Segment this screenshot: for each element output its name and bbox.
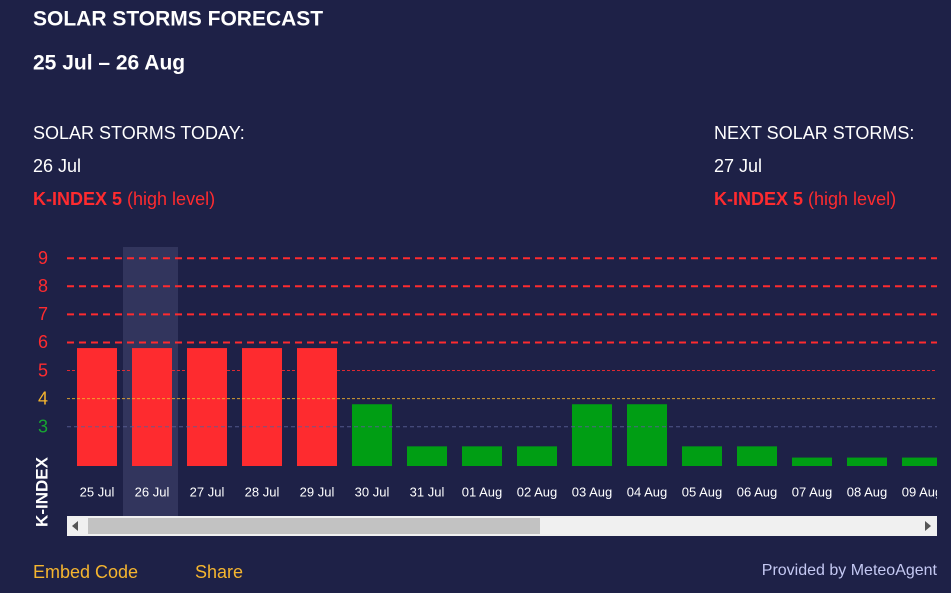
today-heading: SOLAR STORMS TODAY:: [33, 123, 245, 143]
bar: [792, 457, 832, 466]
plot: 25 Jul 26 Jul 27 Jul 28 Jul 29 Jul 30 Jul 31 J…: [77, 348, 943, 499]
next-heading: NEXT SOLAR STORMS:: [714, 123, 914, 143]
bar: [627, 404, 667, 466]
title: SOLAR STORMS FORECAST: [33, 8, 323, 31]
bar: [572, 404, 612, 466]
bar: [737, 446, 777, 466]
x-tick-label: 27 Jul: [190, 484, 225, 499]
bar: [297, 348, 337, 466]
next-date: 27 Jul: [714, 156, 762, 176]
bar: [902, 457, 937, 466]
next-index-value: K-INDEX 5: [714, 189, 803, 209]
scroll-thumb[interactable]: [88, 518, 540, 534]
x-tick-label: 26 Jul: [135, 484, 170, 499]
x-tick-label: 02 Aug: [517, 484, 558, 499]
x-tick-label: 25 Jul: [80, 484, 115, 499]
bar: [187, 348, 227, 466]
x-tick-label: 05 Aug: [682, 484, 723, 499]
x-tick-label: 01 Aug: [462, 484, 503, 499]
today-index: K-INDEX 5 (high level): [33, 189, 215, 209]
x-tick-label: 30 Jul: [355, 484, 390, 499]
x-tick-label: 28 Jul: [245, 484, 280, 499]
x-tick-label: 06 Aug: [737, 484, 778, 499]
share-link[interactable]: Share: [195, 562, 243, 582]
bar: [847, 457, 887, 466]
scroll-left[interactable]: [72, 521, 78, 531]
bar: [77, 348, 117, 466]
next-level: (high level): [808, 189, 896, 209]
today-index-value: K-INDEX 5: [33, 189, 122, 209]
x-tick-label: 31 Jul: [410, 484, 445, 499]
y-tick-label: 9: [38, 248, 48, 268]
bar: [352, 404, 392, 466]
today-date: 26 Jul: [33, 156, 81, 176]
x-tick-label: 08 Aug: [847, 484, 888, 499]
y-axis-label: K-INDEX: [32, 456, 51, 527]
y-tick-label: 7: [38, 304, 48, 324]
x-tick-label: 04 Aug: [627, 484, 668, 499]
bar: [132, 348, 172, 466]
bar: [407, 446, 447, 466]
next-index: K-INDEX 5 (high level): [714, 189, 896, 209]
bar: [462, 446, 502, 466]
bar: [682, 446, 722, 466]
y-tick-label: 3: [38, 416, 48, 436]
today-level: (high level): [127, 189, 215, 209]
bar: [242, 348, 282, 466]
y-tick-label: 6: [38, 332, 48, 352]
y-tick-label: 5: [38, 360, 48, 380]
x-tick-label: 07 Aug: [792, 484, 833, 499]
x-tick-label: 09 Aug: [902, 484, 943, 499]
y-tick-label: 4: [38, 388, 48, 408]
period: 25 Jul – 26 Aug: [33, 52, 185, 75]
bar: [517, 446, 557, 466]
y-tick-label: 8: [38, 276, 48, 296]
embed-link[interactable]: Embed Code: [33, 562, 138, 582]
scroll-right[interactable]: [925, 521, 931, 531]
x-tick-label: 03 Aug: [572, 484, 613, 499]
credit: Provided by MeteoAgent: [762, 562, 938, 579]
x-tick-label: 29 Jul: [300, 484, 335, 499]
